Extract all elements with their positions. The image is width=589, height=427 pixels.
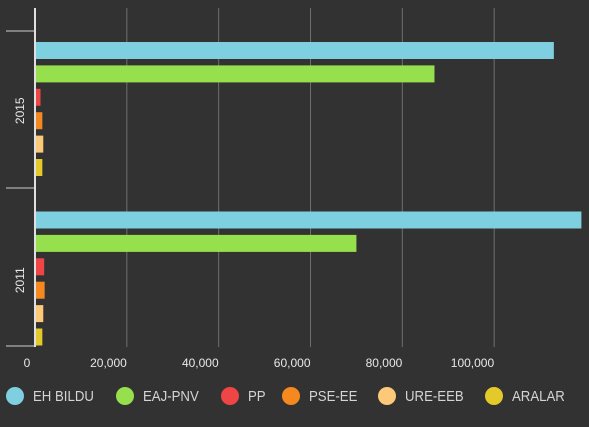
bar-eh-bildu-2015 xyxy=(35,42,554,59)
legend-swatch xyxy=(281,387,300,405)
x-tick-label: 0 xyxy=(24,356,31,370)
bar-pse-ee-2015 xyxy=(35,112,43,130)
bar-ure-eeb-2011 xyxy=(35,305,44,323)
bar-pp-2015 xyxy=(35,88,41,106)
bar-ure-eeb-2015 xyxy=(35,135,44,153)
x-tick-label: 80,000 xyxy=(366,356,403,370)
bar-eaj-pnv-2015 xyxy=(35,65,435,83)
x-tick-label: 100,000 xyxy=(451,356,495,370)
bar-aralar-2011 xyxy=(35,328,43,346)
bar-eaj-pnv-2011 xyxy=(35,234,357,252)
legend-item-eaj-pnv[interactable]: EAJ-PNV xyxy=(116,387,206,405)
bar-eh-bildu-2011 xyxy=(35,211,582,229)
bar-pp-2011 xyxy=(35,258,45,276)
bar-pse-ee-2011 xyxy=(35,281,45,299)
legend-label: PP xyxy=(247,387,266,405)
legend-swatch xyxy=(485,387,504,405)
legend-label: EH BILDU xyxy=(33,387,94,405)
legend-swatch xyxy=(220,387,239,405)
legend-label: ARALAR xyxy=(512,387,566,405)
legend-item-pp[interactable]: PP xyxy=(220,387,268,405)
chart-legend: EH BILDU EAJ-PNV PP PSE-EE URE-EEB ARALAR xyxy=(6,387,586,405)
x-tick-label: 60,000 xyxy=(274,356,311,370)
legend-label: PSE-EE xyxy=(308,387,357,405)
legend-label: EAJ-PNV xyxy=(143,387,199,405)
legend-item-aralar[interactable]: ARALAR xyxy=(485,387,572,405)
x-tick-label: 20,000 xyxy=(90,356,127,370)
legend-swatch xyxy=(377,387,396,405)
legend-label: URE-EEB xyxy=(404,387,464,405)
category-label-2011: 2011 xyxy=(13,267,27,293)
legend-swatch xyxy=(6,387,24,405)
x-tick-label: 40,000 xyxy=(182,356,219,370)
legend-item-pse-ee[interactable]: PSE-EE xyxy=(281,387,364,405)
legend-swatch xyxy=(116,387,135,405)
category-label-2015: 2015 xyxy=(13,97,27,124)
legend-item-eh-bildu[interactable]: EH BILDU xyxy=(6,387,102,405)
legend-item-ure-eeb[interactable]: URE-EEB xyxy=(377,387,472,405)
bar-aralar-2015 xyxy=(35,159,43,176)
